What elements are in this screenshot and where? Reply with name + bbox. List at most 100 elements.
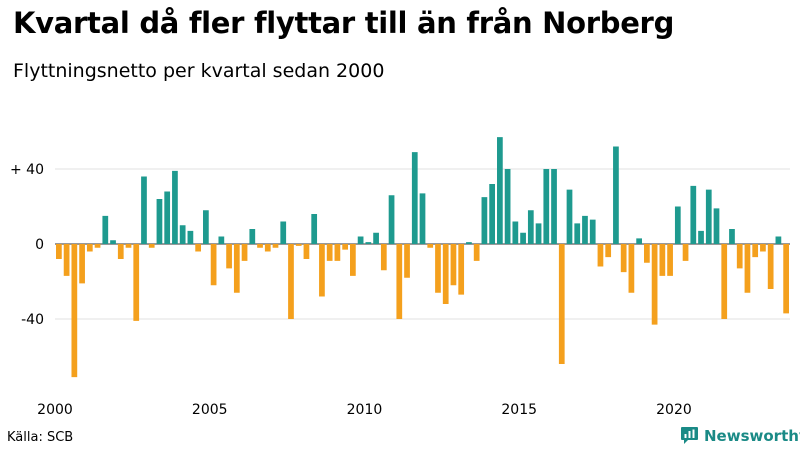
bar: [272, 244, 279, 248]
bar: [326, 244, 333, 261]
bar: [125, 244, 132, 248]
bar: [659, 244, 666, 276]
bar: [775, 236, 782, 244]
bar: [512, 221, 519, 244]
bar: [481, 197, 488, 245]
bar: [226, 244, 232, 269]
bar: [520, 232, 526, 244]
bar: [187, 230, 194, 245]
bar: [156, 199, 163, 244]
bar: [667, 244, 673, 276]
bar: [342, 244, 348, 250]
bar: [613, 146, 619, 244]
bar: [551, 169, 557, 244]
newsworthy-icon: [681, 427, 698, 444]
bar: [419, 193, 426, 245]
bar: [527, 210, 534, 244]
bar: [172, 170, 178, 245]
bar: [311, 214, 318, 244]
bar: [388, 195, 395, 244]
bar: [380, 244, 387, 271]
bar: [535, 223, 542, 245]
bar: [736, 244, 743, 269]
bar: [148, 244, 155, 248]
bar: [233, 244, 240, 293]
bar: [241, 244, 248, 261]
bar: [218, 236, 225, 244]
bar: [690, 185, 697, 245]
bar: [404, 244, 410, 278]
bar: [334, 244, 341, 261]
bar: [133, 244, 140, 321]
bar: [458, 244, 465, 295]
x-tick-label: 2015: [501, 402, 537, 418]
bar: [783, 244, 789, 314]
bar: [435, 244, 441, 293]
chart-title: Kvartal då fler flyttar till än från Nor…: [13, 6, 675, 40]
bar: [295, 244, 302, 246]
bar: [195, 244, 201, 252]
bar: [644, 244, 650, 263]
bar-chart: + 40 0 -40 2000 2005 2010 2015 2020: [10, 137, 790, 418]
bar: [94, 244, 101, 248]
bar: [620, 244, 627, 273]
source-note: Källa: SCB: [7, 430, 74, 445]
bar: [365, 242, 372, 245]
y-tick-label: + 40: [10, 162, 44, 178]
bar: [63, 244, 70, 276]
bar: [411, 152, 418, 245]
bar: [628, 244, 635, 293]
bar: [489, 184, 495, 244]
y-tick-label: -40: [21, 312, 44, 328]
x-tick-label: 2005: [192, 402, 228, 418]
bar: [164, 191, 171, 244]
newsworthy-logo: Newsworthy: [680, 426, 800, 445]
bar: [605, 244, 612, 258]
bar: [203, 210, 209, 244]
bar: [543, 169, 550, 244]
bar: [450, 244, 457, 286]
bar: [141, 176, 147, 244]
x-tick-label: 2010: [347, 402, 383, 418]
bar: [566, 189, 573, 245]
bar: [71, 244, 78, 378]
bar: [102, 215, 109, 245]
bar: [442, 244, 449, 304]
bar: [264, 244, 271, 252]
bar: [636, 238, 642, 245]
bar: [705, 189, 712, 245]
bar: [350, 244, 356, 276]
brand-name: Newsworthy: [704, 426, 800, 445]
bar: [473, 244, 480, 261]
bar: [396, 244, 403, 319]
bar: [698, 230, 704, 245]
bar: [288, 244, 294, 319]
bar: [713, 208, 720, 245]
bar: [79, 244, 85, 284]
bar: [767, 244, 774, 289]
bar: [257, 244, 263, 248]
bar: [110, 240, 116, 244]
bar: [303, 244, 310, 259]
bar: [249, 229, 256, 244]
x-tick-label: 2020: [656, 402, 692, 418]
bar: [373, 232, 379, 244]
bar: [682, 244, 689, 261]
bar: [589, 219, 596, 245]
bar: [179, 225, 186, 244]
bar: [466, 242, 472, 245]
bar: [760, 244, 766, 252]
bar: [574, 223, 581, 245]
bar: [427, 244, 434, 248]
y-tick-label: 0: [35, 237, 44, 253]
bar: [729, 229, 735, 244]
bar: [280, 221, 287, 244]
bar: [721, 244, 728, 319]
bar: [744, 244, 751, 293]
bar: [319, 244, 325, 297]
x-tick-label: 2000: [37, 402, 73, 418]
bar: [86, 244, 93, 252]
bar: [597, 244, 604, 267]
bar: [497, 137, 503, 245]
bar: [752, 244, 759, 258]
